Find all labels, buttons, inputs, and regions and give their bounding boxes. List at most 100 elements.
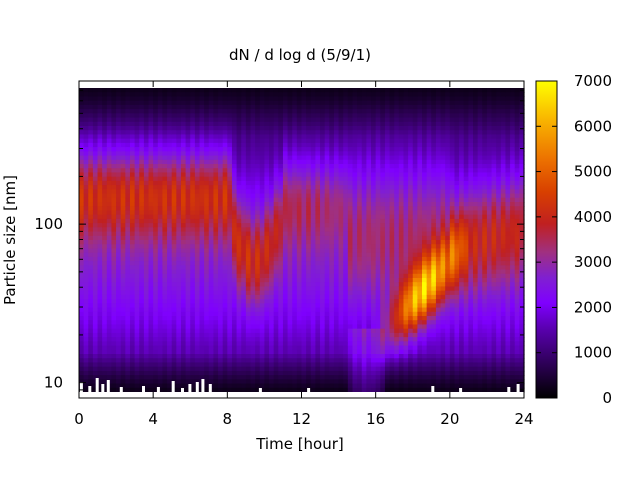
heatmap-cell xyxy=(185,231,191,237)
heatmap-cell xyxy=(143,235,150,241)
heatmap-cells xyxy=(79,88,525,393)
heatmap-cell xyxy=(287,189,293,195)
heatmap-cell xyxy=(343,324,349,330)
heatmap-cell xyxy=(208,273,215,279)
heatmap-cell xyxy=(180,290,187,296)
heatmap-cell xyxy=(153,345,159,351)
heatmap-cell xyxy=(371,261,377,266)
heatmap-cell xyxy=(278,138,284,144)
heatmap-cell xyxy=(129,151,136,157)
heatmap-cell xyxy=(278,189,284,195)
heatmap-cell xyxy=(167,370,173,376)
heatmap-cell xyxy=(347,299,354,304)
heatmap-cell xyxy=(398,185,405,190)
heatmap-cell xyxy=(352,370,358,376)
heatmap-cell xyxy=(180,328,187,334)
heatmap-cell xyxy=(97,337,103,342)
heatmap-cell xyxy=(380,231,386,237)
heatmap-cell xyxy=(361,202,367,207)
heatmap-cell xyxy=(394,320,400,326)
heatmap-cell xyxy=(88,345,94,351)
heatmap-cell xyxy=(176,172,182,178)
heatmap-cell xyxy=(199,214,205,220)
heatmap-cell xyxy=(366,176,372,182)
heatmap-cell xyxy=(389,172,395,178)
heatmap-cell xyxy=(329,130,335,136)
heatmap-cell xyxy=(245,244,252,250)
heatmap-cell xyxy=(398,100,405,106)
heatmap-cell xyxy=(176,316,182,321)
heatmap-cell xyxy=(333,379,340,385)
heatmap-cell xyxy=(245,294,252,300)
heatmap-cell xyxy=(296,96,303,102)
heatmap-cell xyxy=(162,328,168,334)
heatmap-cell xyxy=(343,248,349,254)
heatmap-cell xyxy=(218,142,224,148)
heatmap-cell xyxy=(347,349,354,355)
heatmap-cell xyxy=(180,147,187,152)
heatmap-cell xyxy=(102,172,108,178)
heatmap-cell xyxy=(329,92,335,98)
heatmap-cell xyxy=(310,294,317,300)
heatmap-cell xyxy=(380,379,386,385)
heatmap-cell xyxy=(287,151,293,157)
heatmap-cell xyxy=(185,332,191,338)
heatmap-cell xyxy=(79,278,85,283)
heatmap-cell xyxy=(194,341,201,347)
heatmap-cell xyxy=(250,387,256,393)
heatmap-cell xyxy=(273,345,279,351)
heatmap-cell xyxy=(255,362,261,368)
heatmap-cell xyxy=(343,172,349,178)
heatmap-cell xyxy=(171,332,177,338)
heatmap-cell xyxy=(79,155,85,161)
heatmap-cell xyxy=(92,231,99,237)
heatmap-cell xyxy=(134,345,140,351)
heatmap-cell xyxy=(394,273,400,279)
heatmap-cell xyxy=(282,248,289,254)
heatmap-cell xyxy=(361,218,367,224)
heatmap-cell xyxy=(333,126,340,131)
heatmap-cell xyxy=(315,218,321,224)
heatmap-cell xyxy=(394,180,400,186)
heatmap-cell xyxy=(116,299,122,304)
heatmap-cell xyxy=(329,189,335,195)
heatmap-cell xyxy=(371,88,377,93)
heatmap-cell xyxy=(125,142,131,148)
heatmap-cell xyxy=(236,328,242,334)
heatmap-cell xyxy=(366,231,372,237)
heatmap-cell xyxy=(120,307,126,313)
heatmap-cell xyxy=(120,269,126,275)
heatmap-cell xyxy=(352,100,358,106)
heatmap-cell xyxy=(213,121,219,127)
heatmap-cell xyxy=(194,294,201,300)
heatmap-cell xyxy=(111,375,117,380)
heatmap-cell xyxy=(111,100,117,106)
heatmap-cell xyxy=(176,252,182,258)
heatmap-cell xyxy=(79,193,85,199)
heatmap-cell xyxy=(287,294,293,300)
heatmap-cell xyxy=(194,164,201,169)
heatmap-cell xyxy=(384,358,391,364)
heatmap-cell xyxy=(250,126,256,131)
heatmap-cell xyxy=(208,311,215,317)
heatmap-cell xyxy=(222,172,228,178)
heatmap-cell xyxy=(180,172,187,178)
heatmap-cell xyxy=(361,126,367,131)
heatmap-cell xyxy=(153,269,159,275)
heatmap-cell xyxy=(324,155,330,161)
heatmap-cell xyxy=(125,202,131,207)
heatmap-cell xyxy=(79,362,85,368)
heatmap-cell xyxy=(231,113,238,119)
heatmap-cell xyxy=(324,286,330,292)
heatmap-cell xyxy=(157,121,164,127)
heatmap-cell xyxy=(83,290,89,296)
heatmap-cell xyxy=(380,324,386,330)
heatmap-cell xyxy=(120,130,126,136)
heatmap-cell xyxy=(320,269,326,275)
heatmap-cell xyxy=(185,337,191,342)
heatmap-cell xyxy=(222,240,228,245)
heatmap-cell xyxy=(171,142,177,148)
heatmap-cell xyxy=(264,273,270,279)
heatmap-cell xyxy=(352,202,358,207)
heatmap-cell xyxy=(287,349,293,355)
